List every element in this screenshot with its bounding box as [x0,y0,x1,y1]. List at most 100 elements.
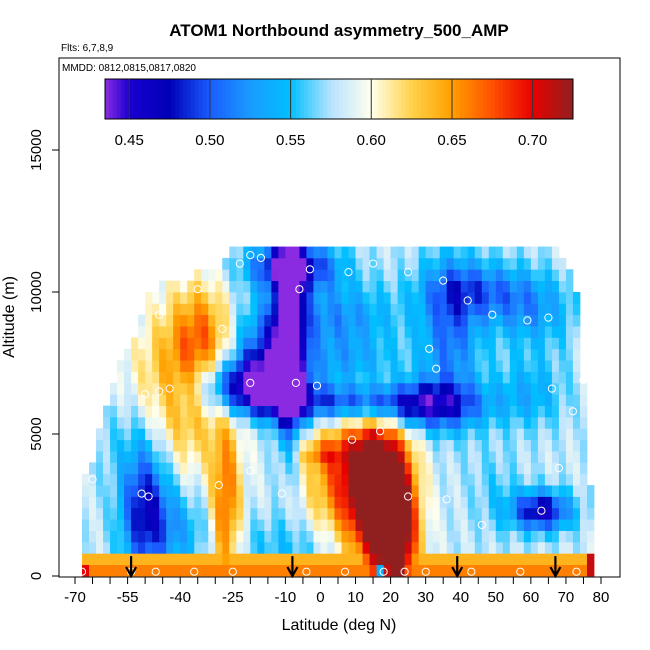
heatmap-cell [565,337,574,350]
heatmap-cell [348,496,356,509]
heatmap-cell [446,257,455,270]
sample-point [88,475,97,484]
heatmap-cell [173,348,181,361]
heatmap-cell [124,416,132,429]
heatmap-cell [411,439,420,452]
heatmap-cell [572,564,581,577]
heatmap-cell [124,496,132,509]
heatmap-cell [187,428,195,441]
y-tick-label: 15000 [28,129,45,171]
heatmap-cell [306,416,314,429]
sample-point [344,268,353,277]
heatmap-cell [397,473,406,486]
heatmap-cell [306,451,314,463]
heatmap-cell [320,280,328,293]
heatmap-cell [299,382,307,395]
heatmap-cell [215,473,223,486]
heatmap-cell [376,462,384,475]
heatmap-cell [481,553,490,566]
heatmap-cell [222,326,230,338]
heatmap-cell [502,485,511,497]
heatmap-cell [565,303,574,316]
heatmap-cell [306,280,314,293]
heatmap-cell [411,382,420,395]
colorbar-swatch [417,79,422,119]
heatmap-cell [299,337,307,350]
heatmap-cell [222,416,230,429]
heatmap-cell [432,394,441,406]
heatmap-cell [502,553,511,566]
heatmap-cell [425,541,434,554]
sample-point [291,378,300,387]
heatmap-cell [537,292,546,304]
heatmap-cell [404,314,413,327]
heatmap-cell [467,269,476,282]
heatmap-cell [250,303,258,316]
colorbar-swatch [424,79,430,119]
heatmap-cell [495,337,504,350]
sample-point [477,520,486,530]
heatmap-cell [313,496,321,509]
colorbar-swatch [190,79,196,119]
heatmap-cell [257,269,265,282]
heatmap-cell [82,507,90,520]
heatmap-cell [334,428,342,441]
sample-point [214,481,223,490]
heatmap-cell [397,269,406,282]
heatmap-cell [208,485,216,497]
heatmap-cell [516,348,525,361]
heatmap-cell [530,507,539,520]
heatmap-cell [551,496,560,509]
heatmap-cell [306,428,314,441]
heatmap-cell [299,451,307,463]
heatmap-cell [369,439,377,452]
heatmap-cell [439,553,448,566]
heatmap-cell [313,280,321,293]
heatmap-cell [488,280,497,293]
heatmap-cell [159,541,167,554]
heatmap-cell [285,451,293,463]
heatmap-cell [418,348,427,361]
heatmap-cell [404,473,413,486]
heatmap-cell [222,473,230,486]
heatmap-cell [117,416,125,429]
heatmap-cell [572,314,581,327]
heatmap-cell [222,485,230,497]
colorbar-swatch [456,79,461,119]
heatmap-cell [194,405,202,418]
colorbar-swatch [459,79,465,119]
heatmap-cell [551,326,560,338]
heatmap-cell [572,496,581,509]
colorbar-swatch [405,79,410,119]
heatmap-cell [313,326,321,338]
heatmap-cell [320,553,328,566]
heatmap-cell [166,564,174,577]
heatmap-cell [376,485,384,497]
heatmap-cell [348,451,356,463]
x-tick-label: -10 [275,589,297,606]
sample-point [235,259,244,268]
heatmap-cell [292,496,300,509]
heatmap-cell [516,371,525,384]
heatmap-cell [481,337,490,350]
heatmap-cell [502,292,511,304]
heatmap-cell [411,371,420,384]
heatmap-cell [173,451,181,463]
heatmap-cell [306,371,314,384]
heatmap-cell [145,496,153,509]
sample-point [347,435,357,444]
heatmap-cell [439,541,448,554]
heatmap-cell [341,303,349,316]
heatmap-cell [572,439,581,452]
heatmap-cell [551,451,560,463]
heatmap-cell [131,519,139,531]
colorbar-swatch [487,79,492,119]
heatmap-cell [292,326,300,338]
heatmap-cell [166,439,174,452]
heatmap-cell [460,326,469,338]
heatmap-cell [243,485,251,497]
heatmap-cell [474,382,483,395]
colorbar-swatch [147,79,153,119]
heatmap-cell [530,405,539,418]
heatmap-cell [411,485,420,497]
